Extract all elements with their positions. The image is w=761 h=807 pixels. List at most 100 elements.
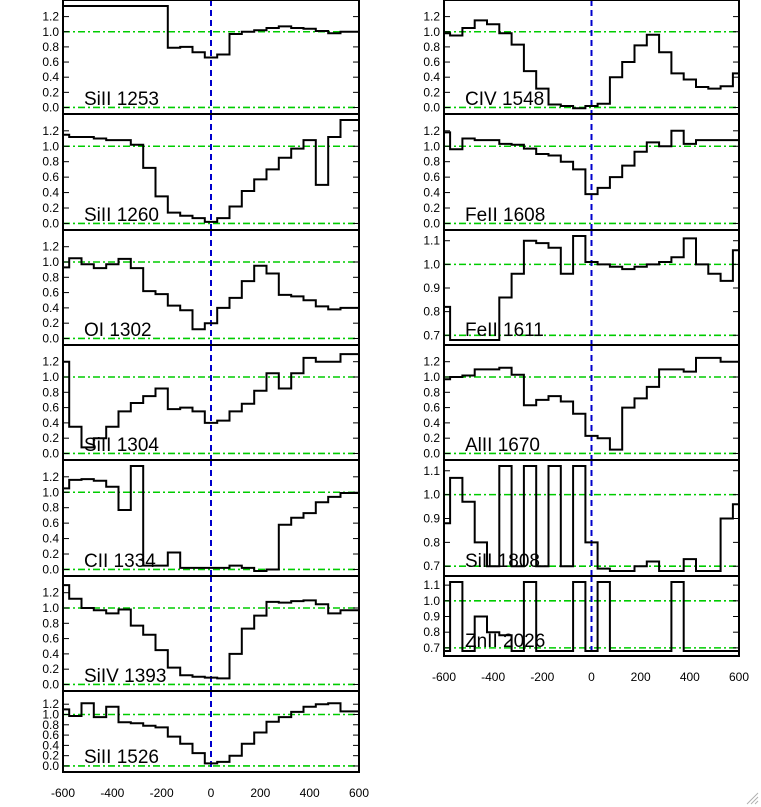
y-tick-label: 0.6 [423, 170, 440, 184]
y-tick-label: 1.2 [42, 355, 59, 369]
y-tick-label: 0.8 [42, 616, 59, 630]
y-tick-label: 1.1 [423, 578, 440, 592]
y-tick-label: 0.8 [423, 305, 440, 319]
y-tick-label: 0.8 [423, 625, 440, 639]
line-label: CIV 1548 [465, 89, 544, 110]
y-tick-label: 1.2 [42, 470, 59, 484]
x-tick-label-right: 400 [680, 670, 700, 684]
flux-step-line [63, 119, 359, 223]
y-tick-label: 1.0 [42, 485, 59, 499]
spectrum-panel-siiv-1393: 0.00.20.40.6 0.81.01.2 SiIV 1393 [42, 575, 360, 692]
y-tick-label: 0.8 [423, 155, 440, 169]
spectrum-panel-siii-1526: 0.00.20.40.60.81.01.2 SiII 1526 [42, 690, 360, 773]
line-label: ZnII 2026 [465, 631, 545, 652]
y-tick-label: 0.8 [42, 155, 59, 169]
x-tick-label-left: 200 [250, 786, 270, 800]
y-tick-label: 0.2 [42, 749, 59, 763]
x-tick-label-left: -200 [150, 786, 174, 800]
line-label: CII 1334 [84, 551, 156, 572]
flux-step-line [63, 5, 359, 59]
flux-step-line [444, 129, 739, 196]
spectrum-panel-feii-1611: 0.7 0.8 0.9 1.0 1.1 FeII 1611 [423, 229, 740, 346]
y-tick-label: 1.0 [423, 257, 440, 271]
flux-step-line [63, 353, 359, 449]
y-tick-label: 0.7 [423, 641, 440, 655]
y-tick-label: 1.2 [423, 355, 440, 369]
flux-step-line [444, 581, 739, 652]
y-tick-label: 0.6 [42, 728, 59, 742]
y-tick-label: 0.8 [42, 501, 59, 515]
y-tick-label: 0.2 [423, 85, 440, 99]
flux-step-line [444, 465, 739, 572]
y-tick-label: 1.1 [423, 234, 440, 248]
line-label: SiII 1253 [84, 89, 159, 110]
y-tick-label: 0.6 [42, 516, 59, 530]
flux-step-line [444, 19, 739, 110]
y-tick-label: 0.9 [423, 512, 440, 526]
spectrum-panel-siii-1808: 0.7 0.8 0.9 1.0 1.1 SiII 1808 [423, 459, 740, 577]
x-tick-label-right: 0 [588, 670, 595, 684]
spectrum-panel-civ-1548: 0.00.20.40.60.81.01.2 CIV 1548 [423, 0, 740, 115]
y-tick-label: 0.8 [42, 718, 59, 732]
y-tick-label: 0.0 [42, 446, 59, 460]
y-tick-label: 1.2 [423, 10, 440, 24]
spectrum-panel-siii-1304: 0.00.20.40.6 0.81.01.2 SiII 1304 [42, 344, 360, 461]
y-tick-label: 0.6 [42, 401, 59, 415]
y-tick-label: 1.0 [42, 139, 59, 153]
y-tick-label: 0.4 [423, 70, 440, 84]
line-label: SiII 1304 [84, 435, 159, 456]
line-label: SiIV 1393 [84, 666, 166, 687]
panel-frame [62, 690, 360, 773]
y-tick-label: 0.0 [42, 100, 59, 114]
flux-step-line [63, 257, 359, 331]
line-label: AlII 1670 [465, 435, 540, 456]
y-tick-label: 1.0 [423, 139, 440, 153]
y-tick-label: 0.6 [42, 170, 59, 184]
y-tick-label: 0.8 [42, 385, 59, 399]
spectrum-panel-siii-1253: 0.00.20.40.60.81.01.2 SiII 1253 [42, 0, 360, 115]
y-tick-label: 0.8 [42, 270, 59, 284]
y-tick-label: 1.0 [42, 25, 59, 39]
y-tick-label: 0.4 [42, 186, 59, 200]
window-resize-grip-icon[interactable] [745, 791, 759, 805]
y-tick-label: 0.0 [423, 100, 440, 114]
x-tick-label-left: -600 [51, 786, 75, 800]
y-tick-label: 0.7 [423, 328, 440, 342]
y-tick-label: 0.9 [423, 610, 440, 624]
x-tick-label-right: -600 [432, 670, 456, 684]
y-tick-label: 0.2 [42, 85, 59, 99]
y-tick-label: 0.0 [42, 677, 59, 691]
x-tick-label-right: -400 [481, 670, 505, 684]
spectrum-panel-siii-1260: 0.00.20.4 0.60.8 1.01.2 SiII 1260 [42, 113, 360, 231]
spectrum-panel-oi-1302: 0.00.20.40.6 0.81.01.2 OI 1302 [42, 229, 360, 346]
line-label: SiII 1526 [84, 747, 159, 768]
y-tick-label: 0.8 [423, 40, 440, 54]
y-tick-label: 0.0 [42, 562, 59, 576]
y-tick-label: 0.4 [42, 301, 59, 315]
y-tick-label: 1.0 [42, 708, 59, 722]
y-tick-label: 0.4 [42, 738, 59, 752]
y-tick-label: 0.4 [42, 70, 59, 84]
y-tick-label: 1.0 [42, 601, 59, 615]
y-tick-label: 1.0 [423, 594, 440, 608]
y-tick-label: 1.0 [423, 370, 440, 384]
y-tick-label: 0.2 [42, 431, 59, 445]
flux-step-line [63, 584, 359, 680]
y-tick-label: 0.0 [42, 331, 59, 345]
y-tick-label: 0.6 [42, 632, 59, 646]
x-tick-label-left: 600 [349, 786, 369, 800]
y-tick-label: 0.0 [42, 759, 59, 773]
y-tick-label: 0.4 [42, 532, 59, 546]
flux-step-line [63, 465, 359, 572]
x-tick-label-left: 400 [300, 786, 320, 800]
y-tick-label: 1.0 [423, 25, 440, 39]
y-tick-label: 0.0 [423, 216, 440, 230]
y-tick-label: 1.2 [42, 697, 59, 711]
x-tick-label-right: 200 [631, 670, 651, 684]
y-tick-label: 1.2 [423, 124, 440, 138]
x-tick-label-left: 0 [208, 786, 215, 800]
flux-step-line [63, 702, 359, 765]
y-tick-label: 0.6 [423, 401, 440, 415]
y-tick-label: 0.6 [423, 55, 440, 69]
